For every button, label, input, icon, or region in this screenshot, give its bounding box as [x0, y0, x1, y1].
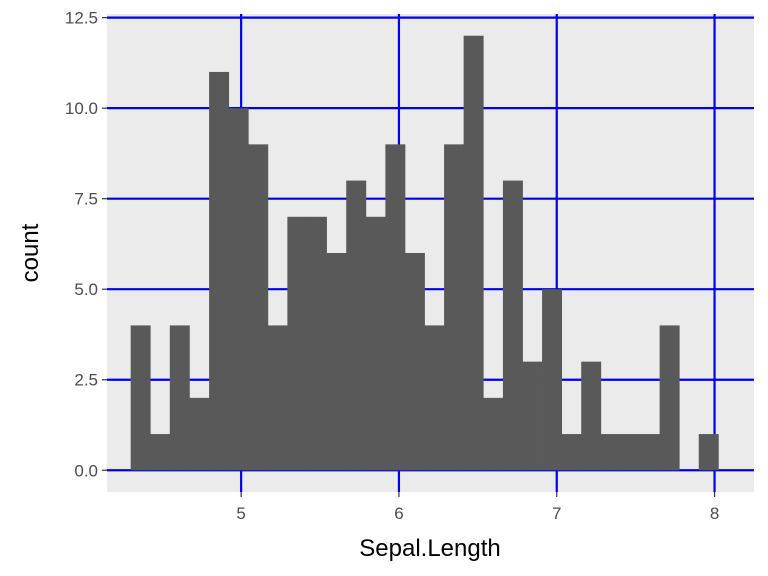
histogram-bar	[600, 434, 621, 471]
histogram-bar	[169, 325, 190, 471]
histogram-bar	[581, 361, 602, 471]
histogram-bar	[326, 253, 347, 471]
y-tick-label: 2.5	[74, 371, 98, 390]
y-tick-label: 10.0	[65, 99, 98, 118]
histogram-bar	[620, 434, 641, 471]
x-tick-label: 6	[394, 504, 403, 523]
histogram-bar	[287, 216, 308, 471]
histogram-bar	[444, 144, 465, 471]
y-axis-ticks: 0.0 2.5 5.0 7.5 10.0 12.5	[65, 9, 107, 480]
histogram-bar	[483, 397, 504, 471]
x-axis-title: Sepal.Length	[359, 535, 500, 562]
histogram-bar	[248, 144, 269, 471]
histogram-bar	[698, 434, 719, 471]
histogram-bar	[561, 434, 582, 471]
histogram-bars	[130, 35, 719, 471]
histogram-bar	[404, 253, 425, 471]
histogram-bar	[189, 397, 210, 471]
histogram-bar	[209, 71, 230, 471]
y-tick-label: 7.5	[74, 190, 98, 209]
y-tick-label: 5.0	[74, 280, 98, 299]
histogram-bar	[542, 289, 563, 471]
histogram-bar	[346, 180, 367, 471]
y-axis-title: count	[17, 223, 44, 282]
histogram-bar	[424, 325, 445, 471]
histogram-bar	[640, 434, 661, 471]
histogram-bar	[267, 325, 288, 471]
x-tick-label: 8	[710, 504, 719, 523]
histogram-bar	[228, 108, 249, 471]
histogram-bar	[659, 325, 680, 471]
histogram-bar	[306, 216, 327, 471]
x-tick-label: 7	[552, 504, 561, 523]
histogram-bar	[502, 180, 523, 471]
x-axis-ticks: 5 6 7 8	[236, 492, 719, 523]
x-tick-label: 5	[236, 504, 245, 523]
histogram-bar	[522, 361, 543, 471]
y-tick-label: 0.0	[74, 461, 98, 480]
histogram-bar	[385, 144, 406, 471]
histogram-bar	[463, 35, 484, 471]
y-tick-label: 12.5	[65, 9, 98, 28]
histogram-bar	[150, 434, 171, 471]
histogram-bar	[130, 325, 151, 471]
histogram-bar	[365, 216, 386, 471]
